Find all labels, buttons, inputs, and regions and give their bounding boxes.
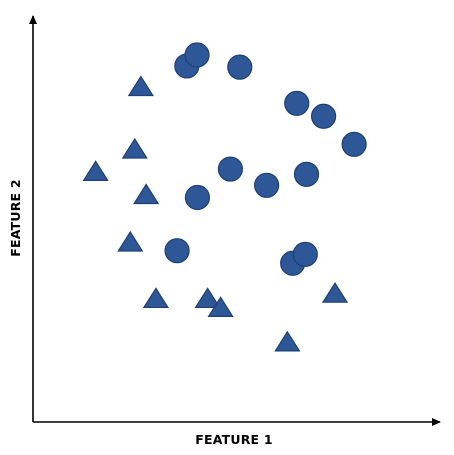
circle-marker bbox=[293, 161, 320, 187]
x-axis-label: FEATURE 1 bbox=[195, 432, 272, 447]
triangle-marker bbox=[133, 183, 160, 205]
circle-marker bbox=[217, 156, 243, 182]
circle-marker bbox=[311, 103, 337, 129]
circle-marker bbox=[284, 90, 310, 116]
circle-marker bbox=[292, 241, 318, 267]
triangle-marker bbox=[194, 287, 221, 309]
triangle-marker bbox=[82, 160, 109, 181]
circle-marker bbox=[164, 238, 190, 264]
triangle-marker bbox=[117, 230, 144, 252]
triangle-marker bbox=[127, 75, 154, 97]
y-axis-label: FEATURE 2 bbox=[8, 179, 23, 256]
triangle-marker bbox=[142, 287, 169, 309]
triangle-marker bbox=[321, 282, 349, 303]
circle-marker bbox=[227, 54, 253, 80]
triangle-marker bbox=[207, 296, 234, 317]
triangle-marker bbox=[274, 330, 301, 352]
chart-marks bbox=[82, 42, 367, 352]
circle-marker bbox=[184, 184, 211, 211]
triangle-marker bbox=[121, 137, 148, 159]
circle-marker bbox=[184, 42, 210, 68]
circle-marker bbox=[341, 131, 367, 157]
circle-marker bbox=[254, 172, 280, 198]
